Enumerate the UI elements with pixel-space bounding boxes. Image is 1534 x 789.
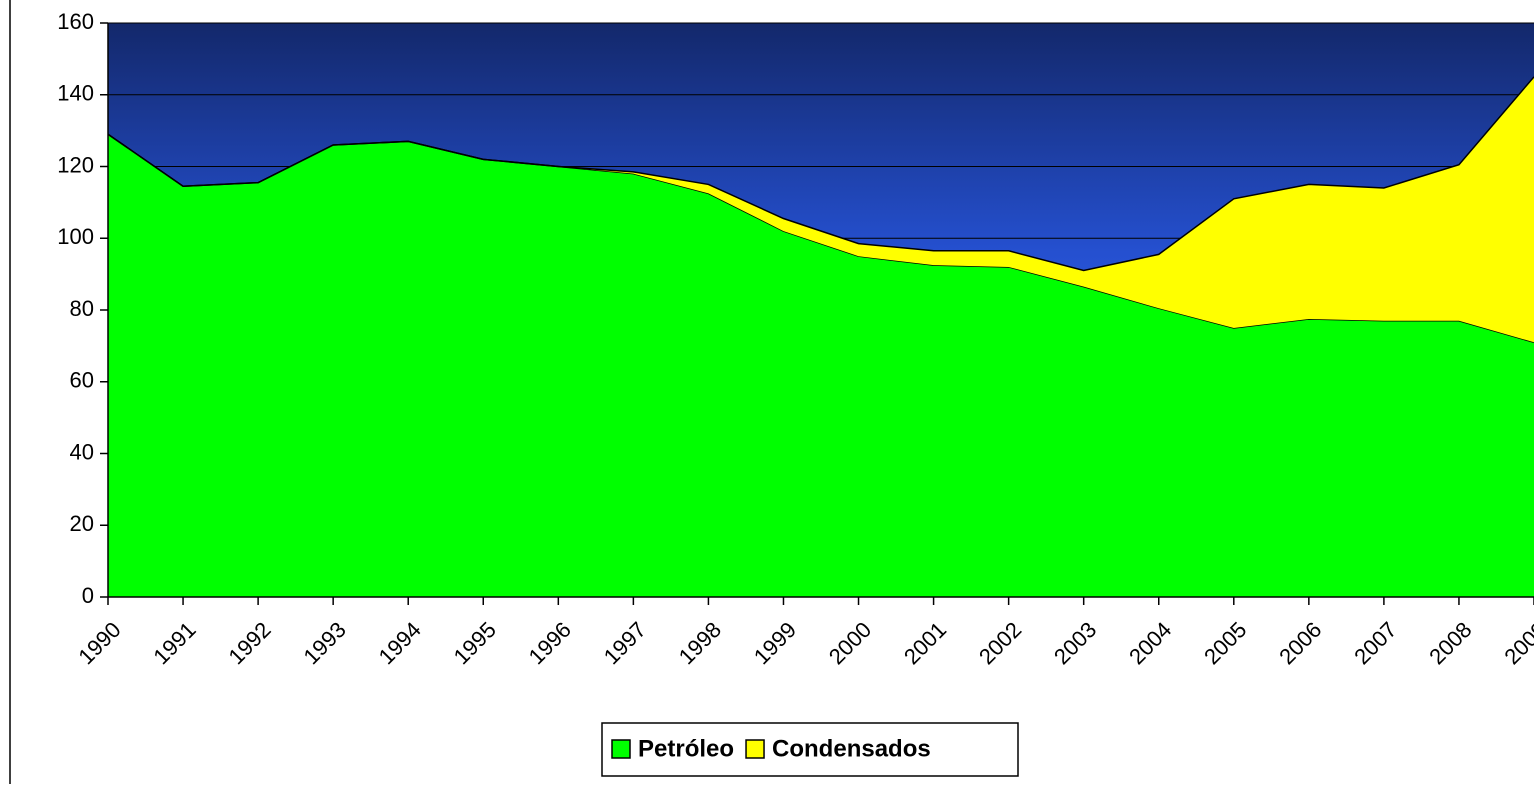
- legend: Petróleo Condensados: [601, 722, 1019, 777]
- x-tick-label: 2003: [1049, 617, 1101, 669]
- x-tick-label: 2002: [974, 617, 1026, 669]
- x-tick-label: 1996: [524, 617, 576, 669]
- legend-label: Petróleo: [638, 735, 734, 762]
- legend-box: [601, 722, 1019, 777]
- x-tick-label: 1994: [374, 617, 426, 669]
- y-tick-label: 160: [57, 9, 94, 34]
- x-tick-label: 1993: [299, 617, 351, 669]
- x-tick-label: 2006: [1274, 617, 1326, 669]
- y-tick-label: 120: [57, 152, 94, 177]
- x-tick-label: 2001: [899, 617, 951, 669]
- y-tick-label: 140: [57, 81, 94, 106]
- legend-label: Condensados: [772, 735, 931, 762]
- y-tick-label: 0: [82, 583, 94, 608]
- y-tick-label: 20: [70, 511, 94, 536]
- y-tick-label: 40: [70, 439, 94, 464]
- y-tick-label: 60: [70, 368, 94, 393]
- x-tick-label: 2005: [1199, 617, 1251, 669]
- x-tick-label: 2007: [1349, 617, 1401, 669]
- x-tick-label: 2008: [1424, 617, 1476, 669]
- legend-swatch: [745, 739, 765, 759]
- x-tick-label: 1998: [674, 617, 726, 669]
- x-tick-label: 2009: [1499, 617, 1534, 669]
- x-tick-label: 2000: [824, 617, 876, 669]
- y-tick-label: 100: [57, 224, 94, 249]
- x-tick-label: 1995: [449, 617, 501, 669]
- x-tick-label: 2004: [1124, 617, 1176, 669]
- area: [108, 76, 1534, 343]
- x-tick-label: 1991: [148, 617, 200, 669]
- area-line: [107, 76, 1534, 272]
- x-tick-label: 1997: [599, 617, 651, 669]
- x-tick-label: 1992: [223, 617, 275, 669]
- y-tick-label: 80: [70, 296, 94, 321]
- x-tick-label: 1999: [749, 617, 801, 669]
- area: [108, 134, 1534, 597]
- legend-swatch: [611, 739, 631, 759]
- x-tick-label: 1990: [73, 617, 125, 669]
